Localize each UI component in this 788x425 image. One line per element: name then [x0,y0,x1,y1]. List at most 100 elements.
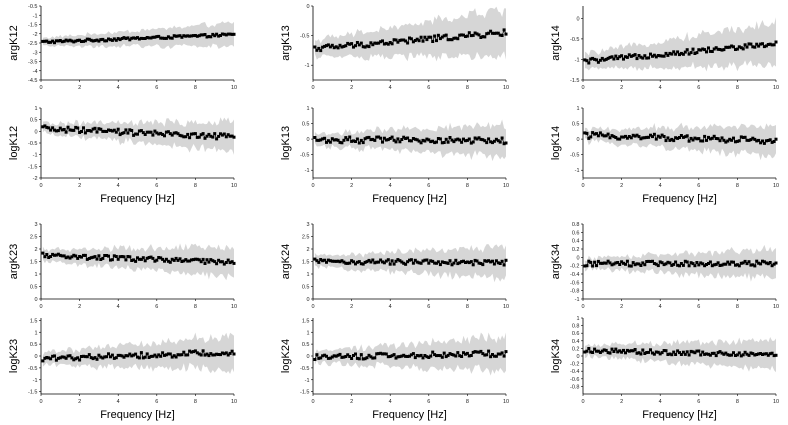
data-point [53,41,56,45]
data-point [53,253,56,257]
data-point [363,357,367,361]
data-point [120,354,124,358]
data-point [99,355,103,359]
data-point [708,260,712,264]
data-point [492,139,496,143]
chart-panel-argK13: 0 -0.5 -1 0 2 4 6 8 10 argK13 [280,4,509,91]
x-tick-label: 10 [773,85,779,91]
x-tick-label: 2 [78,183,81,189]
data-point [465,351,469,355]
data-point [492,354,496,358]
y-tick-label: 0 [576,137,579,143]
data-point [620,350,624,354]
data-point [381,39,384,43]
data-point [122,355,126,359]
data-point [190,34,193,38]
data-point [591,131,595,135]
data-point [425,38,429,42]
x-tick-label: 8 [736,399,739,405]
data-point [730,353,734,357]
data-point [641,261,645,265]
data-point [596,259,600,263]
data-point [464,35,467,38]
x-tick-label: 6 [155,304,158,310]
data-point [492,31,496,35]
chart-panel-argK34: 0.80.60.40.20-0.2-0.4-0.6-0.8-10 2 4 6 8 10ar… [550,222,779,310]
data-point [83,39,87,43]
data-point [753,264,757,268]
data-point [494,354,498,358]
data-point [149,354,153,358]
data-point [323,44,327,48]
data-point [203,353,207,357]
data-point [728,45,732,49]
data-point [122,131,126,135]
data-point [666,353,670,356]
x-tick-label: 6 [155,183,158,189]
data-point [155,355,159,359]
data-point [325,260,328,264]
data-point [734,263,737,267]
data-point [616,261,620,264]
data-point [182,34,186,38]
data-point [87,257,91,260]
data-point [664,139,668,143]
data-point [471,263,475,267]
data-point [743,350,747,354]
data-point [400,260,404,264]
x-tick-label: 8 [466,399,469,405]
data-point [340,259,344,263]
data-point [436,137,440,140]
data-point [114,255,118,258]
y-tick-label: 0 [306,297,309,303]
data-point [409,258,413,262]
data-point [589,260,593,264]
data-point [112,356,116,360]
data-point [47,126,51,130]
data-point [188,259,192,263]
data-point [386,42,390,46]
data-point [768,261,772,264]
data-point [660,261,664,265]
data-point [737,139,741,143]
data-point [184,34,188,38]
data-point [110,353,114,357]
data-point [691,138,695,142]
data-point [186,259,190,263]
data-point [89,356,93,360]
chart-panel-logK34: 1 0.80.6 0.40.2 0 -0.2-0.4 -0.6-0.8 0 2 4 6 8 10 log… [550,316,779,421]
data-point [724,351,728,355]
data-point [381,260,384,264]
data-point [600,133,604,137]
data-point [770,264,774,268]
data-point [406,41,410,45]
data-point [186,132,190,136]
data-point [714,46,718,50]
data-point [612,262,616,266]
data-point [70,39,74,43]
data-point [427,261,431,265]
data-point [743,43,747,47]
data-point [338,43,342,47]
data-point [421,259,425,263]
data-point [197,352,201,356]
data-point [464,139,467,143]
data-point [641,348,645,352]
data-point [768,352,772,356]
data-point [701,139,705,143]
data-point [438,263,442,267]
data-point [595,58,598,62]
data-point [99,127,103,131]
data-point [47,40,51,44]
data-point [436,354,440,357]
data-point [319,258,323,261]
data-point [107,254,110,258]
data-point [679,51,683,55]
data-point [741,261,745,265]
data-point [163,353,166,357]
y-tick-label: 0 [576,354,579,360]
x-tick-label: 0 [581,183,584,189]
data-point [228,32,232,36]
data-point [645,135,649,139]
data-point [504,141,508,145]
